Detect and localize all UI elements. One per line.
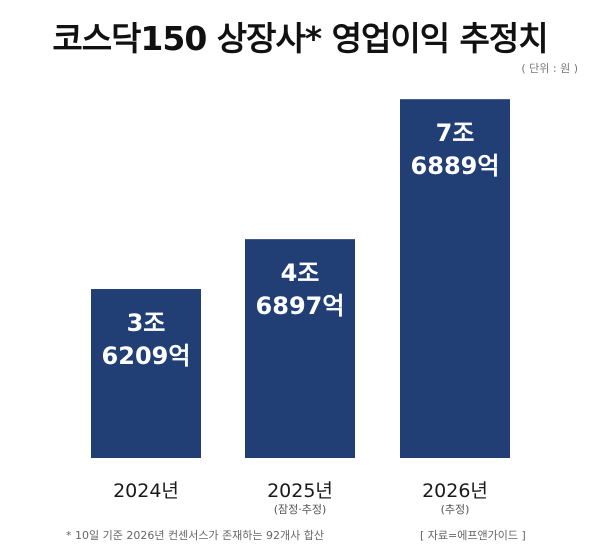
bar-1 bbox=[91, 289, 201, 458]
data-label: 7조 bbox=[436, 119, 475, 147]
unit-note: ( 단위 : 원 ) bbox=[521, 62, 578, 75]
data-label: 4조 bbox=[281, 259, 320, 287]
category-label: 2025년 bbox=[267, 480, 333, 502]
footnote: * 10일 기준 2026년 컨센서스가 존재하는 92개사 합산 bbox=[66, 529, 325, 542]
source-note: [ 자료=에프앤가이드 ] bbox=[420, 529, 526, 542]
category-label: 2026년 bbox=[422, 480, 488, 502]
data-label: 6889억 bbox=[411, 152, 500, 180]
category-note: (추정) bbox=[441, 503, 470, 516]
category-note: (잠정·추정) bbox=[274, 503, 327, 516]
data-label: 3조 bbox=[127, 309, 166, 337]
chart-title: 코스닥150 상장사* 영업이익 추정치 bbox=[52, 19, 548, 58]
bar-2 bbox=[245, 239, 355, 458]
data-label: 6897억 bbox=[256, 292, 345, 320]
bar-3 bbox=[400, 99, 510, 459]
data-label: 6209억 bbox=[102, 342, 191, 370]
category-label: 2024년 bbox=[113, 480, 179, 502]
